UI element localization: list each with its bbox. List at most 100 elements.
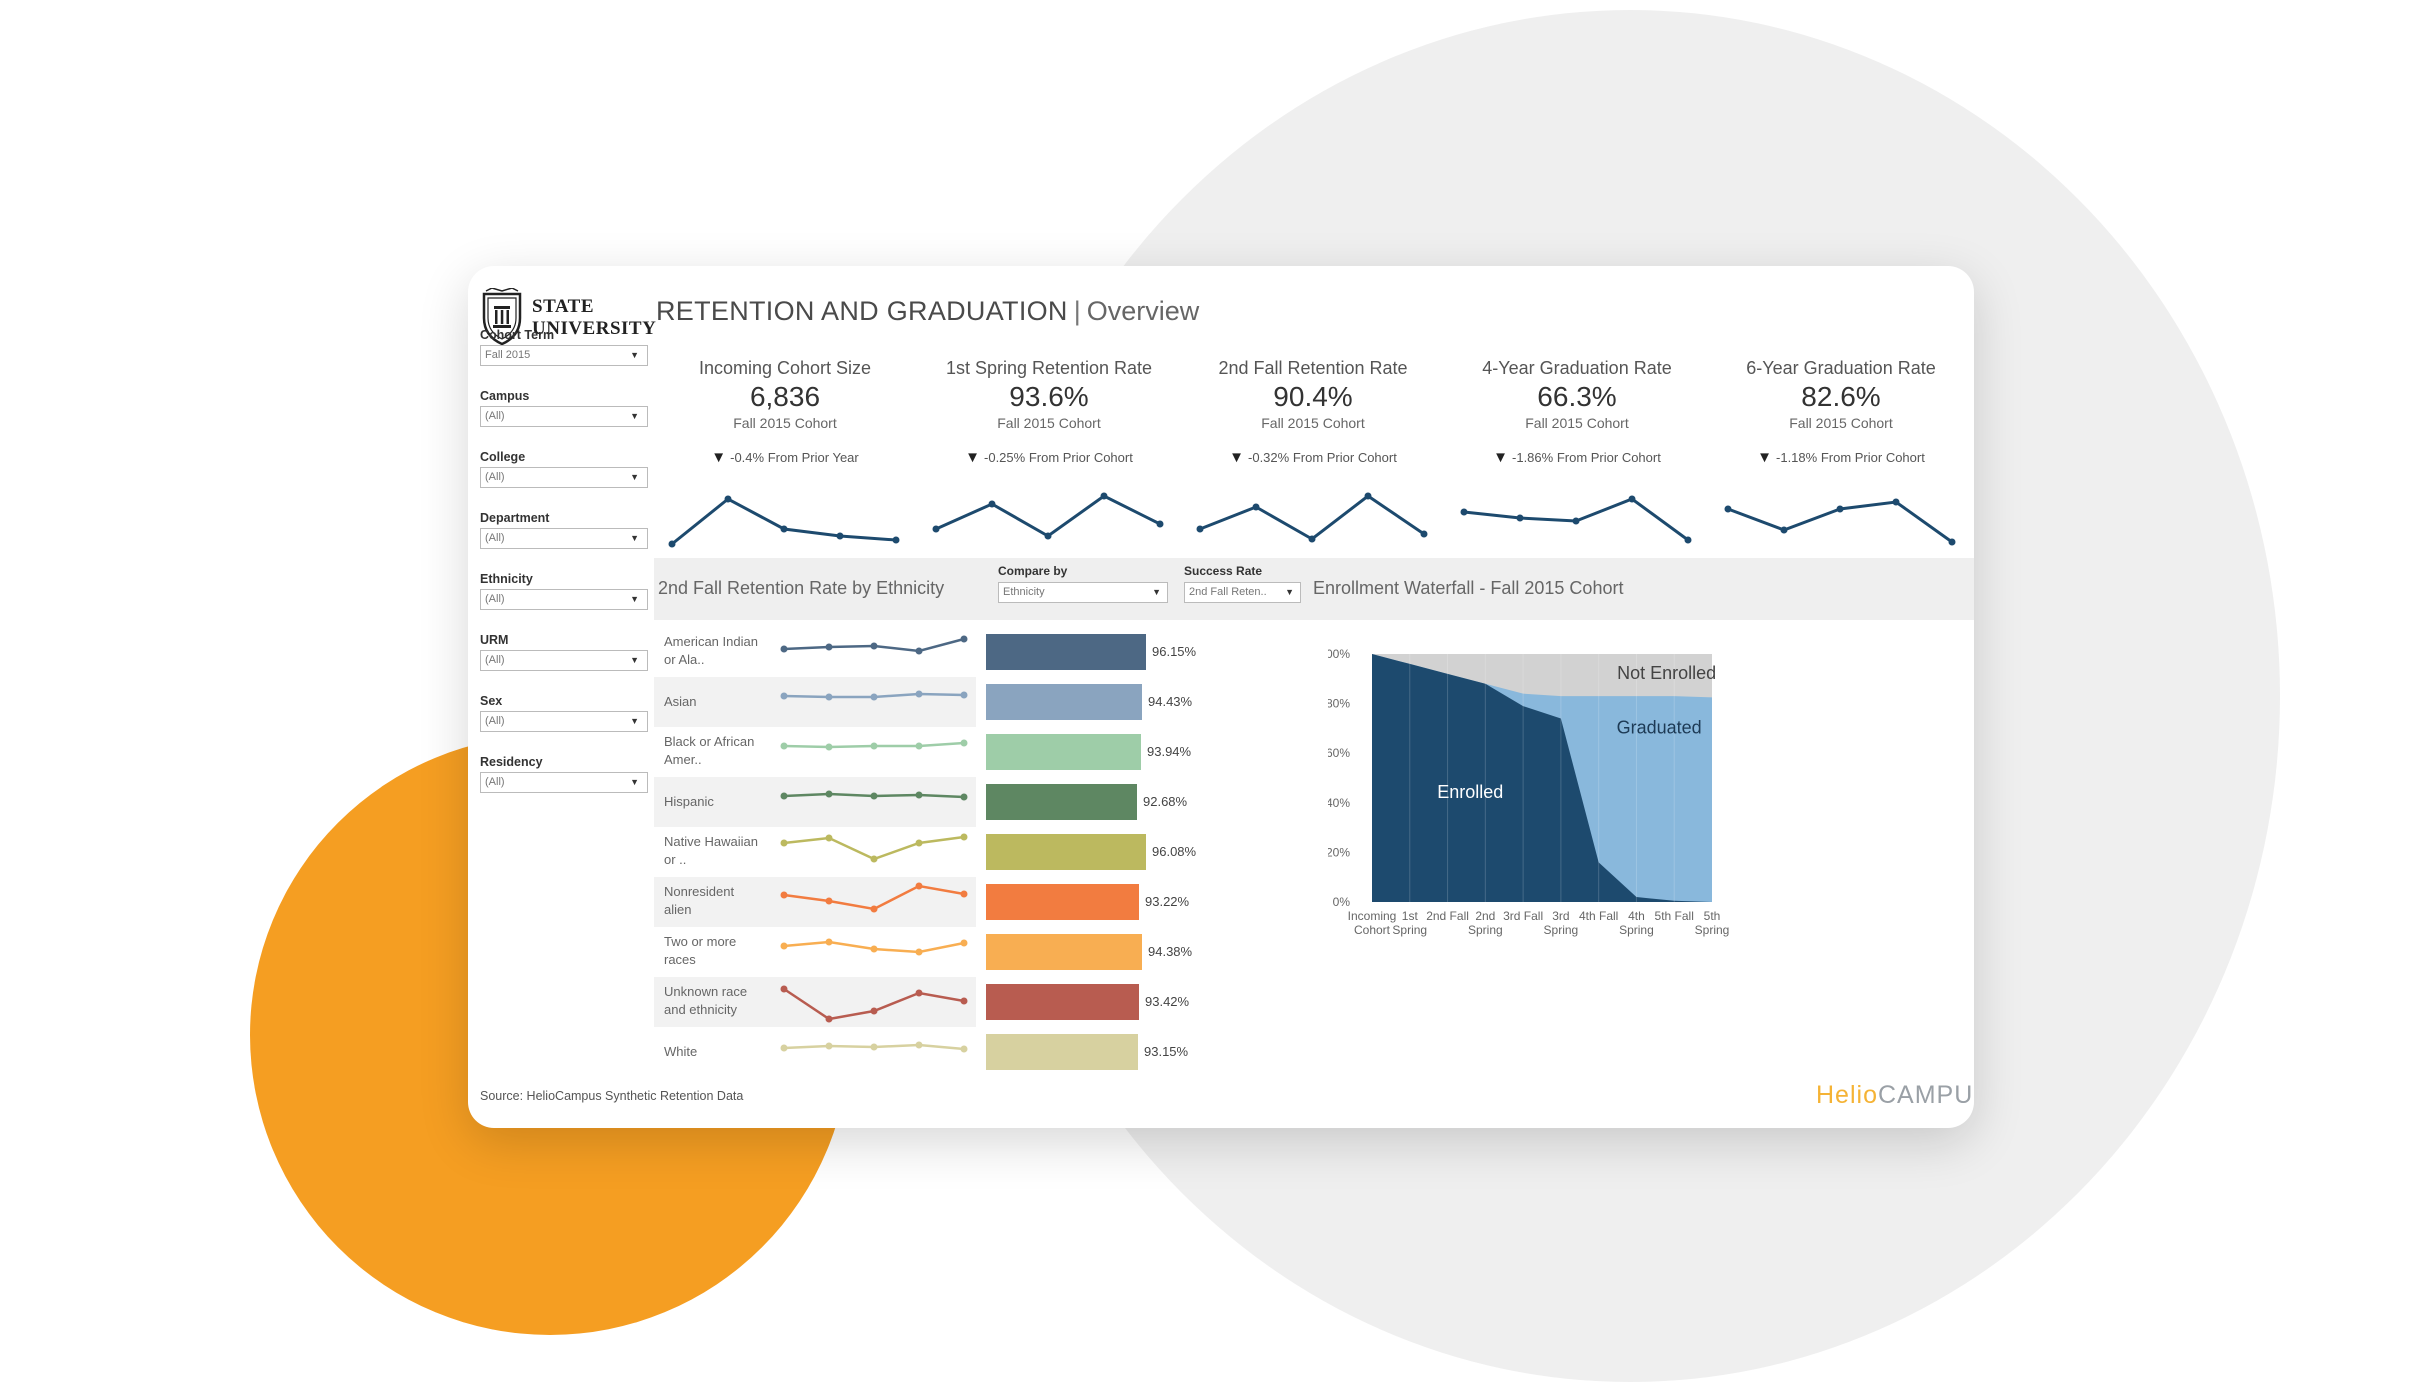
trend-point [825,1042,833,1050]
filter-value: (All) [485,410,505,422]
compare-by-control: Compare by Ethnicity ▼ [998,564,1168,603]
ethnicity-bar-value: 96.15% [1152,644,1197,659]
trend-point [870,792,878,800]
sparkline-point [1196,525,1204,533]
filter-label: Ethnicity [480,572,533,586]
kpi-value: 82.6% [1801,381,1881,412]
compare-by-select[interactable]: Ethnicity ▼ [998,582,1168,603]
success-rate-value: 2nd Fall Reten.. [1189,586,1267,598]
success-rate-control: Success Rate 2nd Fall Reten.. ▼ [1184,564,1301,603]
trend-point [780,839,788,847]
college-select[interactable]: (All) ▼ [480,467,648,488]
kpi-change-text: -0.4% From Prior Year [730,450,859,465]
trend-point [960,997,968,1005]
sparkline-point [1100,492,1108,500]
trend-point [915,690,923,698]
trend-point [915,791,923,799]
ethnicity-row: White [654,1027,976,1077]
crest-icon [482,288,522,346]
ethnicity-bar-value: 93.42% [1145,994,1190,1009]
x-tick-label: Spring [1392,923,1427,937]
filter-department: Department (All) ▼ [480,511,648,549]
kpi-change-text: -0.32% From Prior Cohort [1248,450,1397,465]
filter-college: College (All) ▼ [480,450,648,488]
x-tick-label: 5th Fall [1655,909,1694,923]
ethnicity-name: Two or more races [664,934,737,967]
cohort-term-select[interactable]: Fall 2015 ▼ [480,345,648,366]
x-tick-label: 4th [1628,909,1645,923]
ethnicity-row: Black or African Amer.. [654,727,976,777]
logo-line2: UNIVERSITY [532,318,657,339]
kpi-value: 93.6% [1009,381,1089,412]
kpi-title: 2nd Fall Retention Rate [1218,358,1408,378]
trend-point [780,692,788,700]
department-select[interactable]: (All) ▼ [480,528,648,549]
ethnicity-bar [986,834,1146,870]
kpi-incoming-cohort-size: Incoming Cohort Size 6,836 Fall 2015 Coh… [654,358,916,466]
trend-point [915,989,923,997]
sparkline-point [1572,517,1580,525]
trend-point [960,1045,968,1053]
brand-part2: CAMPUS [1877,1081,1974,1109]
trend-point [960,833,968,841]
ethnicity-bar-value: 94.38% [1148,944,1193,959]
filter-label: College [480,450,526,464]
kpi-sparkline-4 [1724,498,1956,546]
trend-point [825,938,833,946]
down-triangle-icon: ▼ [965,449,981,466]
urm-select[interactable]: (All) ▼ [480,650,648,671]
sparkline-point [988,500,996,508]
sparkline-point [668,540,676,548]
campus-select[interactable]: (All) ▼ [480,406,648,427]
trend-point [915,882,923,890]
trend-point [960,939,968,947]
sparkline-line [671,497,897,546]
x-tick-label: Spring [1544,923,1579,937]
y-tick-label: 20% [1328,845,1350,859]
kpi-subtitle: Fall 2015 Cohort [997,415,1101,431]
kpi-2nd-fall-retention: 2nd Fall Retention Rate 90.4% Fall 2015 … [1182,358,1444,466]
area-enrolled [1372,654,1712,902]
ethnicity-trend [780,833,968,863]
waterfall-title: Enrollment Waterfall - Fall 2015 Cohort [1313,578,1624,598]
x-tick-label: 1st [1402,909,1419,923]
ethnicity-bar-value: 96.08% [1152,844,1197,859]
ethnicity-select[interactable]: (All) ▼ [480,589,648,610]
source-note: Source: HelioCampus Synthetic Retention … [480,1089,744,1103]
success-rate-select[interactable]: 2nd Fall Reten.. ▼ [1184,582,1301,603]
residency-select[interactable]: (All) ▼ [480,772,648,793]
trend-point [870,1007,878,1015]
ethnicity-bar-value: 94.43% [1148,694,1193,709]
sparkline-point [1836,505,1844,513]
sparkline-point [1892,498,1900,506]
sparkline-point [1628,495,1636,503]
ethnicity-bar-value: 92.68% [1143,794,1188,809]
trend-point [915,647,923,655]
trend-point [960,691,968,699]
sparkline-point [724,495,732,503]
kpi-value: 6,836 [749,381,821,412]
kpi-subtitle: Fall 2015 Cohort [1525,415,1629,431]
ethnicity-row: Unknown race and ethnicity [654,977,976,1027]
ethnicity-bar [986,934,1142,970]
filter-value: (All) [485,715,505,727]
kpi-title: 1st Spring Retention Rate [945,358,1153,378]
ethnicity-trend [780,635,968,655]
sex-select[interactable]: (All) ▼ [480,711,648,732]
kpi-4-year-graduation: 4-Year Graduation Rate 66.3% Fall 2015 C… [1446,358,1708,466]
trend-point [780,792,788,800]
trend-point [825,743,833,751]
trend-point [825,643,833,651]
sparkline-point [780,525,788,533]
kpi-change-text: -1.18% From Prior Cohort [1776,450,1925,465]
dropdown-arrow-icon: ▼ [630,472,639,482]
trend-point [915,1041,923,1049]
ethnicity-bar [986,684,1142,720]
title-sub: Overview [1086,296,1200,326]
compare-by-value: Ethnicity [1003,586,1045,598]
ethnicity-trend [780,739,968,751]
heliocampus-logo: HelioCAMPUS [1816,1081,1974,1110]
page-title: RETENTION AND GRADUATION | Overview [656,296,1199,327]
x-tick-label: Spring [1695,923,1730,937]
trend-point [825,790,833,798]
